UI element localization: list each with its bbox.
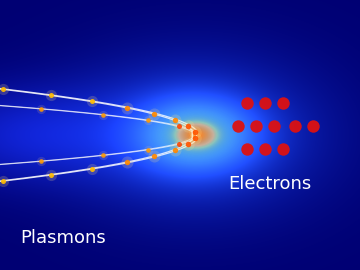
Point <box>39 107 44 111</box>
Point <box>186 142 192 146</box>
Point <box>100 153 105 157</box>
Text: Plasmons: Plasmons <box>20 229 105 247</box>
Point <box>90 99 95 104</box>
Point <box>145 147 151 152</box>
Point <box>193 136 198 140</box>
Point <box>90 166 95 171</box>
Point <box>49 93 54 97</box>
Point <box>310 123 316 128</box>
Point <box>100 113 105 117</box>
Point <box>176 124 182 129</box>
Point <box>176 124 182 129</box>
Point <box>90 99 95 104</box>
Point <box>39 159 44 163</box>
Point <box>124 105 130 110</box>
Point <box>151 154 157 158</box>
Point <box>172 117 177 122</box>
Point <box>151 112 157 116</box>
Point <box>193 130 198 134</box>
Point <box>49 173 54 177</box>
Point <box>172 148 177 153</box>
Point <box>262 146 267 151</box>
Point <box>49 173 54 177</box>
Point <box>145 118 151 123</box>
Point <box>253 123 258 128</box>
Point <box>193 136 198 140</box>
Point <box>124 160 130 165</box>
Point <box>176 141 182 146</box>
Point <box>49 93 54 97</box>
Point <box>186 124 192 128</box>
Point <box>280 100 285 105</box>
Point <box>145 147 151 152</box>
Point <box>151 154 157 158</box>
Point <box>39 159 44 163</box>
Text: Electrons: Electrons <box>229 175 312 193</box>
Point <box>186 142 192 146</box>
Point <box>172 117 177 122</box>
Point <box>151 112 157 116</box>
Point <box>244 100 249 105</box>
Point <box>90 166 95 171</box>
Point <box>0 87 6 91</box>
Point <box>244 146 249 151</box>
Point <box>39 107 44 111</box>
Point <box>100 153 105 157</box>
Point <box>176 141 182 146</box>
Point <box>124 105 130 110</box>
Point <box>271 123 276 128</box>
Point <box>100 113 105 117</box>
Point <box>172 148 177 153</box>
Point <box>262 100 267 105</box>
Point <box>235 123 240 128</box>
Point <box>193 130 198 134</box>
Point <box>280 146 285 151</box>
Point <box>0 179 6 183</box>
Point <box>292 123 298 128</box>
Point <box>124 160 130 165</box>
Point <box>0 179 6 183</box>
Point <box>0 87 6 91</box>
Point <box>145 118 151 123</box>
Point <box>186 124 192 128</box>
